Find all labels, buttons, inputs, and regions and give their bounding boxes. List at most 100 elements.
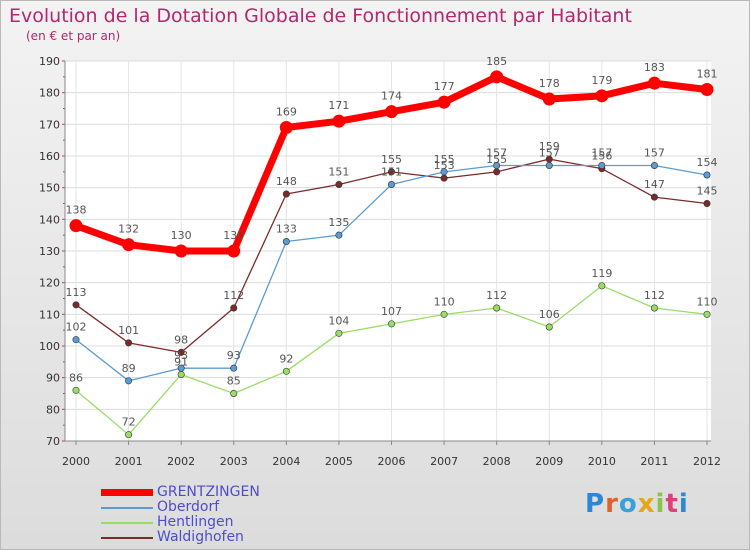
data-point-waldighofen [230,304,238,312]
data-label-waldighofen: 113 [66,286,87,299]
data-point-grentzingen [490,70,504,84]
chart-title: Evolution de la Dotation Globale de Fonc… [9,5,632,27]
y-tick-label: 90 [46,372,60,385]
data-label-grentzingen: 179 [591,74,612,87]
x-tick-label: 2002 [167,455,195,468]
data-point-oberdorf [440,168,448,176]
data-point-waldighofen [703,200,711,208]
data-label-waldighofen: 98 [174,333,188,346]
x-tick-label: 2009 [535,455,563,468]
legend-label: Waldighofen [157,529,244,545]
data-label-oberdorf: 157 [644,147,665,160]
data-point-hentlingen [177,370,185,378]
data-point-grentzingen [437,95,451,109]
data-point-grentzingen [69,219,83,233]
x-tick-label: 2012 [693,455,721,468]
legend-swatch [101,522,153,524]
y-tick-label: 180 [39,87,60,100]
chart-subtitle: (en € et par an) [26,29,121,43]
data-point-oberdorf [545,162,553,170]
data-point-oberdorf [598,162,606,170]
data-point-oberdorf [125,377,133,385]
data-point-grentzingen [332,114,346,128]
y-tick-label: 80 [46,403,60,416]
data-point-waldighofen [387,168,395,176]
x-tick-label: 2003 [220,455,248,468]
data-label-hentlingen: 119 [591,267,612,280]
y-tick-label: 140 [39,213,60,226]
data-label-hentlingen: 110 [697,295,718,308]
y-tick-label: 120 [39,277,60,290]
data-point-hentlingen [703,310,711,318]
data-label-oberdorf: 93 [174,349,188,362]
data-label-grentzingen: 174 [381,90,402,103]
data-label-hentlingen: 72 [122,416,136,429]
data-label-oberdorf: 157 [486,147,507,160]
y-tick-label: 130 [39,245,60,258]
data-point-waldighofen [282,190,290,198]
data-point-oberdorf [72,336,80,344]
brand-letter: t [665,489,679,519]
data-label-waldighofen: 153 [434,159,455,172]
data-label-waldighofen: 147 [644,178,665,191]
data-label-waldighofen: 155 [486,153,507,166]
data-point-grentzingen [595,89,609,103]
data-label-hentlingen: 112 [644,289,665,302]
y-tick-label: 190 [39,55,60,68]
data-point-grentzingen [647,76,661,90]
data-label-grentzingen: 171 [328,99,349,112]
data-label-waldighofen: 159 [539,140,560,153]
data-label-oberdorf: 154 [697,156,718,169]
data-label-waldighofen: 112 [223,289,244,302]
data-point-grentzingen [542,92,556,106]
data-point-waldighofen [335,181,343,189]
data-point-hentlingen [598,282,606,290]
data-point-grentzingen [385,105,398,119]
brand-letter: P [585,489,606,519]
legend-label: Hentlingen [157,514,234,530]
x-tick-label: 2007 [430,455,458,468]
data-point-waldighofen [493,168,501,176]
data-label-grentzingen: 130 [223,229,244,242]
data-label-oberdorf: 89 [122,362,136,375]
data-label-waldighofen: 101 [118,324,139,337]
data-label-oberdorf: 133 [276,223,297,236]
data-label-oberdorf: 151 [381,166,402,179]
brand-letter: i [655,489,666,519]
data-label-grentzingen: 177 [434,80,455,93]
data-point-hentlingen [230,389,238,397]
data-point-oberdorf [387,181,395,189]
legend-swatch [101,507,153,509]
data-label-waldighofen: 151 [328,166,349,179]
legend-label: GRENTZINGEN [157,484,260,500]
brand-letter: i [678,489,689,519]
data-label-grentzingen: 183 [644,61,665,74]
data-label-oberdorf: 157 [539,147,560,160]
data-label-hentlingen: 112 [486,289,507,302]
x-tick-label: 2004 [272,455,300,468]
data-point-hentlingen [72,386,80,394]
data-point-hentlingen [387,320,395,328]
data-label-hentlingen: 110 [434,295,455,308]
data-point-hentlingen [545,323,553,331]
data-point-waldighofen [125,339,133,347]
data-label-oberdorf: 155 [434,153,455,166]
brand-letter: o [618,489,638,519]
x-tick-label: 2000 [62,455,90,468]
data-point-waldighofen [650,193,658,201]
data-label-grentzingen: 169 [276,106,297,119]
data-point-waldighofen [72,301,80,309]
data-point-hentlingen [335,329,343,337]
data-label-waldighofen: 148 [276,175,297,188]
y-tick-label: 170 [39,118,60,131]
data-point-oberdorf [650,162,658,170]
x-tick-label: 2001 [115,455,143,468]
data-label-hentlingen: 106 [539,308,560,321]
data-label-grentzingen: 132 [118,223,139,236]
data-label-hentlingen: 107 [381,305,402,318]
data-point-hentlingen [493,304,501,312]
data-point-grentzingen [279,121,293,134]
data-label-grentzingen: 181 [697,68,718,81]
